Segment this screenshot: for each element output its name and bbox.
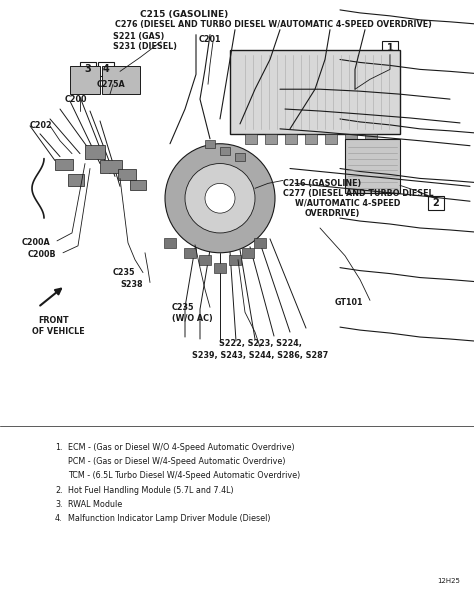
Text: 2.: 2. — [55, 485, 63, 494]
Text: RWAL Module: RWAL Module — [68, 500, 122, 509]
Text: C200B: C200B — [28, 250, 56, 259]
Text: 4: 4 — [103, 65, 109, 75]
Bar — [285, 134, 297, 144]
Text: C275A: C275A — [97, 80, 126, 89]
Text: S231 (DIESEL): S231 (DIESEL) — [113, 42, 177, 51]
Text: C235: C235 — [113, 268, 136, 277]
Bar — [80, 62, 96, 76]
Bar — [245, 134, 257, 144]
Text: 1: 1 — [387, 43, 393, 53]
Text: S222, S223, S224,: S222, S223, S224, — [219, 339, 301, 349]
Bar — [382, 41, 398, 54]
Text: ECM - (Gas or Diesel W/O 4-Speed Automatic Overdrive): ECM - (Gas or Diesel W/O 4-Speed Automat… — [68, 443, 295, 452]
Text: C202: C202 — [30, 121, 53, 130]
Text: C215 (GASOLINE): C215 (GASOLINE) — [140, 10, 228, 19]
Text: C216 (GASOLINE): C216 (GASOLINE) — [283, 179, 361, 188]
Text: C201: C201 — [199, 35, 221, 44]
Bar — [85, 144, 105, 159]
Text: S238: S238 — [120, 280, 143, 289]
Text: C277 (DIESEL AND TURBO DIESEL: C277 (DIESEL AND TURBO DIESEL — [283, 189, 434, 198]
Text: S239, S243, S244, S286, S287: S239, S243, S244, S286, S287 — [192, 352, 328, 361]
Text: 4.: 4. — [55, 514, 63, 523]
Text: 1.: 1. — [55, 443, 63, 452]
Bar — [102, 66, 140, 94]
Bar — [205, 140, 215, 147]
Bar — [164, 238, 176, 248]
Bar — [55, 159, 73, 170]
Text: Hot Fuel Handling Module (5.7L and 7.4L): Hot Fuel Handling Module (5.7L and 7.4L) — [68, 485, 234, 494]
Bar — [220, 147, 230, 155]
Text: 3: 3 — [85, 65, 91, 75]
Circle shape — [205, 184, 235, 213]
Text: S221 (GAS): S221 (GAS) — [113, 32, 164, 41]
Bar — [428, 197, 444, 210]
Bar — [365, 134, 377, 144]
Text: C200A: C200A — [22, 239, 51, 247]
Bar — [242, 248, 254, 258]
Text: OVERDRIVE): OVERDRIVE) — [305, 208, 360, 218]
Bar — [229, 255, 241, 265]
Text: FRONT: FRONT — [38, 316, 69, 324]
Bar — [130, 181, 146, 190]
Text: GT101: GT101 — [335, 298, 364, 307]
Bar — [254, 238, 266, 248]
Bar — [184, 248, 196, 258]
Bar — [345, 139, 400, 194]
Text: C276 (DIESEL AND TURBO DIESEL W/AUTOMATIC 4-SPEED OVERDRIVE): C276 (DIESEL AND TURBO DIESEL W/AUTOMATI… — [115, 20, 432, 29]
Bar — [230, 50, 400, 134]
Text: W/AUTOMATIC 4-SPEED: W/AUTOMATIC 4-SPEED — [295, 199, 401, 208]
Text: (W/O AC): (W/O AC) — [172, 314, 213, 323]
Text: 2: 2 — [433, 198, 439, 208]
Bar — [325, 134, 337, 144]
Circle shape — [185, 163, 255, 233]
Bar — [70, 66, 100, 94]
Bar — [214, 263, 226, 272]
Text: PCM - (Gas or Diesel W/4-Speed Automatic Overdrive): PCM - (Gas or Diesel W/4-Speed Automatic… — [68, 458, 285, 466]
Bar — [98, 62, 114, 76]
Text: Malfunction Indicator Lamp Driver Module (Diesel): Malfunction Indicator Lamp Driver Module… — [68, 514, 271, 523]
Text: TCM - (6.5L Turbo Diesel W/4-Speed Automatic Overdrive): TCM - (6.5L Turbo Diesel W/4-Speed Autom… — [68, 471, 300, 481]
Bar — [100, 160, 122, 173]
Text: C200: C200 — [65, 95, 88, 104]
Bar — [118, 169, 136, 181]
Text: 12H25: 12H25 — [437, 578, 460, 584]
Bar — [345, 134, 357, 144]
Text: 3.: 3. — [55, 500, 63, 509]
Bar — [68, 175, 84, 186]
Bar — [199, 255, 211, 265]
Text: C235: C235 — [172, 303, 194, 312]
Bar — [235, 153, 245, 160]
Bar — [305, 134, 317, 144]
Bar — [265, 134, 277, 144]
Text: OF VEHICLE: OF VEHICLE — [32, 327, 85, 336]
Circle shape — [165, 144, 275, 253]
